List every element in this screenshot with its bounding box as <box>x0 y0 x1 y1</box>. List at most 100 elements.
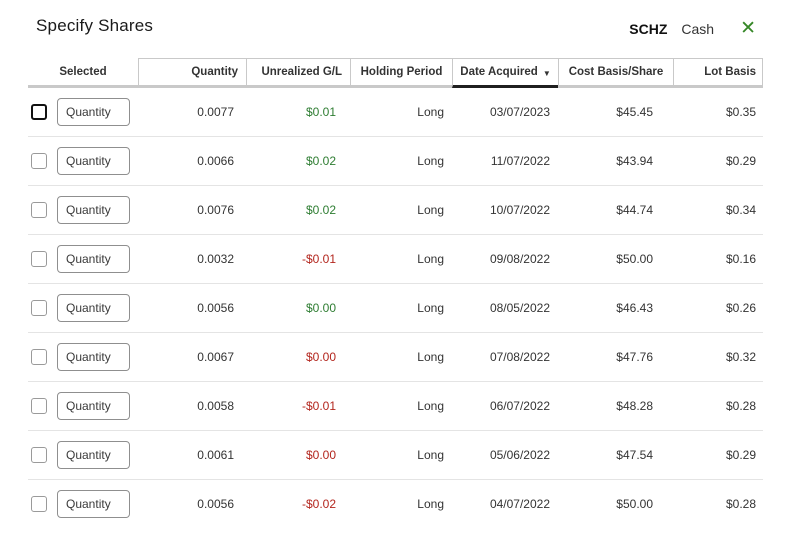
column-header-quantity[interactable]: Quantity <box>138 58 246 88</box>
quantity-value: 0.0032 <box>197 252 234 266</box>
row-checkbox[interactable] <box>31 104 47 120</box>
account-type-label: Cash <box>681 20 715 37</box>
column-header-cost-basis[interactable]: Cost Basis/Share <box>558 58 673 88</box>
table-row: 0.0061 $0.00 Long 05/06/2022 $47.54 $0.2… <box>28 431 763 480</box>
column-header-selected: Selected <box>28 58 138 88</box>
cost-basis-value: $50.00 <box>616 497 653 511</box>
quantity-input[interactable] <box>57 490 130 518</box>
cost-basis-value: $48.28 <box>616 399 653 413</box>
column-header-date-acquired[interactable]: Date Acquired ▼ <box>452 58 558 88</box>
row-checkbox[interactable] <box>31 447 47 463</box>
unrealized-gl-value: $0.01 <box>305 105 336 119</box>
table-row: 0.0058 -$0.01 Long 06/07/2022 $48.28 $0.… <box>28 382 763 431</box>
column-header-lot-basis[interactable]: Lot Basis <box>673 58 763 88</box>
lot-basis-value: $0.29 <box>725 154 756 168</box>
holding-period-value: Long <box>417 154 444 168</box>
ticker-symbol: SCHZ <box>629 20 668 37</box>
holding-period-value: Long <box>417 350 444 364</box>
unrealized-gl-value: $0.02 <box>305 203 336 217</box>
table-row: 0.0066 $0.02 Long 11/07/2022 $43.94 $0.2… <box>28 137 763 186</box>
table-row: 0.0032 -$0.01 Long 09/08/2022 $50.00 $0.… <box>28 235 763 284</box>
row-checkbox[interactable] <box>31 300 47 316</box>
table-row: 0.0077 $0.01 Long 03/07/2023 $45.45 $0.3… <box>28 88 763 137</box>
row-checkbox[interactable] <box>31 202 47 218</box>
row-checkbox[interactable] <box>31 349 47 365</box>
selected-cell <box>28 441 138 469</box>
date-acquired-value: 04/07/2022 <box>489 497 550 511</box>
quantity-input[interactable] <box>57 392 130 420</box>
column-header-holding-period[interactable]: Holding Period <box>350 58 452 88</box>
row-checkbox[interactable] <box>31 398 47 414</box>
lot-basis-value: $0.16 <box>725 252 756 266</box>
quantity-input[interactable] <box>57 294 130 322</box>
date-acquired-value: 05/06/2022 <box>489 448 550 462</box>
row-checkbox[interactable] <box>31 153 47 169</box>
quantity-value: 0.0067 <box>197 350 234 364</box>
date-acquired-value: 10/07/2022 <box>489 203 550 217</box>
selected-cell <box>28 147 138 175</box>
close-icon: ✕ <box>740 18 756 39</box>
close-button[interactable]: ✕ <box>740 19 756 38</box>
dialog-header-right: SCHZ Cash ✕ <box>629 19 756 38</box>
unrealized-gl-value: -$0.01 <box>301 252 336 266</box>
quantity-input[interactable] <box>57 343 130 371</box>
lot-basis-value: $0.26 <box>725 301 756 315</box>
quantity-value: 0.0056 <box>197 301 234 315</box>
table-row: 0.0067 $0.00 Long 07/08/2022 $47.76 $0.3… <box>28 333 763 382</box>
unrealized-gl-value: $0.00 <box>305 301 336 315</box>
date-acquired-value: 09/08/2022 <box>489 252 550 266</box>
date-acquired-value: 07/08/2022 <box>489 350 550 364</box>
column-header-unrealized-gl[interactable]: Unrealized G/L <box>246 58 350 88</box>
selected-cell <box>28 490 138 518</box>
quantity-value: 0.0066 <box>197 154 234 168</box>
quantity-input[interactable] <box>57 147 130 175</box>
table-row: 0.0056 $0.00 Long 08/05/2022 $46.43 $0.2… <box>28 284 763 333</box>
cost-basis-value: $43.94 <box>616 154 653 168</box>
cost-basis-value: $50.00 <box>616 252 653 266</box>
table-row: 0.0076 $0.02 Long 10/07/2022 $44.74 $0.3… <box>28 186 763 235</box>
row-checkbox[interactable] <box>31 251 47 267</box>
date-acquired-value: 11/07/2022 <box>490 154 550 168</box>
row-checkbox[interactable] <box>31 496 47 512</box>
selected-cell <box>28 245 138 273</box>
table-header-row: Selected Quantity Unrealized G/L Holding… <box>28 58 763 88</box>
quantity-value: 0.0056 <box>197 497 234 511</box>
cost-basis-value: $45.45 <box>616 105 653 119</box>
holding-period-value: Long <box>417 399 444 413</box>
unrealized-gl-value: $0.02 <box>305 154 336 168</box>
holding-period-value: Long <box>417 252 444 266</box>
holding-period-value: Long <box>417 301 444 315</box>
holding-period-value: Long <box>417 497 444 511</box>
selected-cell <box>28 196 138 224</box>
selected-cell <box>28 392 138 420</box>
table-body: 0.0077 $0.01 Long 03/07/2023 $45.45 $0.3… <box>28 88 763 528</box>
holding-period-value: Long <box>417 105 444 119</box>
unrealized-gl-value: -$0.02 <box>301 497 336 511</box>
table-row: 0.0056 -$0.02 Long 04/07/2022 $50.00 $0.… <box>28 480 763 528</box>
page-title: Specify Shares <box>36 16 154 35</box>
lot-basis-value: $0.35 <box>725 105 756 119</box>
unrealized-gl-value: $0.00 <box>305 350 336 364</box>
lot-basis-value: $0.28 <box>725 497 756 511</box>
date-acquired-value: 06/07/2022 <box>489 399 550 413</box>
lot-basis-value: $0.29 <box>725 448 756 462</box>
quantity-input[interactable] <box>57 245 130 273</box>
holding-period-value: Long <box>417 203 444 217</box>
lot-basis-value: $0.32 <box>725 350 756 364</box>
quantity-input[interactable] <box>57 98 130 126</box>
quantity-value: 0.0061 <box>197 448 234 462</box>
holding-period-value: Long <box>417 448 444 462</box>
date-acquired-value: 08/05/2022 <box>489 301 550 315</box>
lot-basis-value: $0.28 <box>725 399 756 413</box>
quantity-value: 0.0076 <box>197 203 234 217</box>
quantity-input[interactable] <box>57 441 130 469</box>
lots-table: Selected Quantity Unrealized G/L Holding… <box>28 58 763 528</box>
cost-basis-value: $44.74 <box>616 203 653 217</box>
quantity-value: 0.0058 <box>197 399 234 413</box>
column-header-date-acquired-label: Date Acquired <box>460 66 538 78</box>
quantity-input[interactable] <box>57 196 130 224</box>
unrealized-gl-value: $0.00 <box>305 448 336 462</box>
unrealized-gl-value: -$0.01 <box>301 399 336 413</box>
cost-basis-value: $47.54 <box>616 448 653 462</box>
